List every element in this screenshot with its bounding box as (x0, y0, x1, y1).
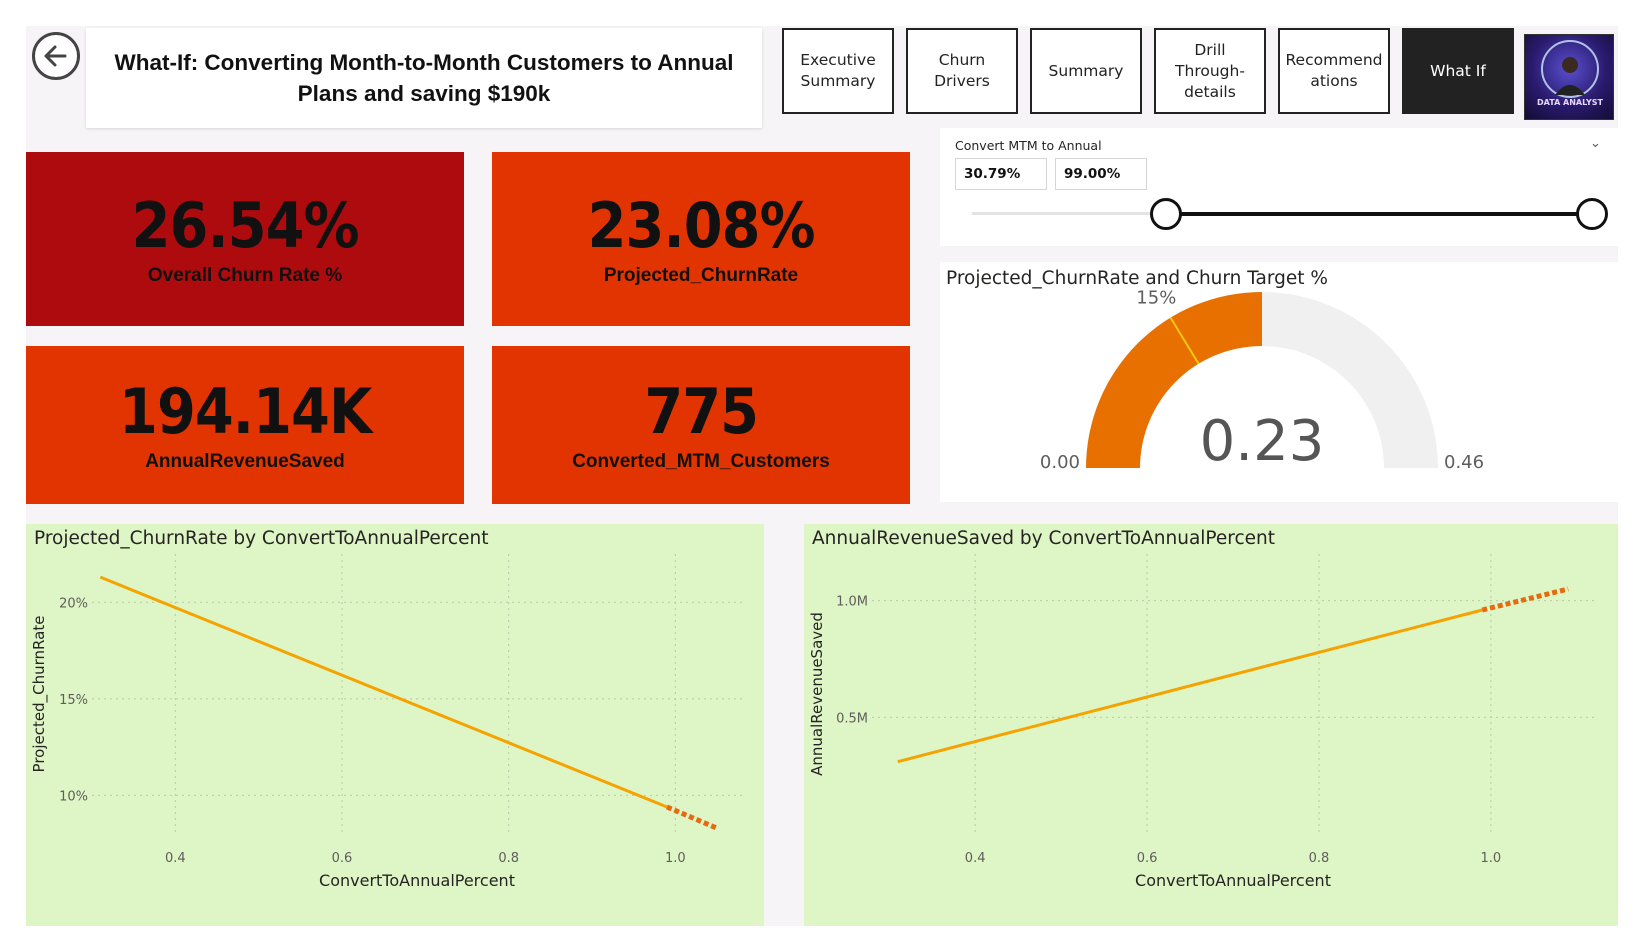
gauge-min-label: 0.00 (1040, 452, 1080, 473)
forecast-line (666, 804, 718, 831)
nav-recommendations-button[interactable]: Recommendations (1278, 28, 1390, 114)
line-chart-churn: 10% 15% 20% 0.4 0.6 0.8 1.0 ConvertToAnnualPerc… (30, 554, 742, 890)
nav-what-if-button[interactable]: What If (1402, 28, 1514, 114)
kpi-label: Converted_MTM_Customers (572, 451, 830, 472)
chart-title: AnnualRevenueSaved by ConvertToAnnualPer… (812, 528, 1276, 549)
chart-title: Projected_ChurnRate by ConvertToAnnualPe… (34, 528, 489, 549)
x-tick-label: 0.8 (1309, 851, 1330, 866)
line-chart-revenue: 0.5M 1.0M 0.4 0.6 0.8 1.0 ConvertToAnnualPerce… (808, 554, 1594, 890)
y-tick-label: 10% (59, 789, 88, 804)
x-tick-label: 0.6 (1137, 851, 1158, 866)
x-tick-label: 0.8 (498, 851, 519, 866)
nav-label: Executive Summary (800, 51, 876, 90)
gauge-target-marker (1169, 317, 1200, 365)
line-chart-revenue-card: AnnualRevenueSaved by ConvertToAnnualPer… (804, 524, 1618, 926)
y-tick-label: 0.5M (836, 711, 868, 726)
kpi-value: 775 (644, 375, 759, 448)
kpi-value: 23.08% (587, 189, 815, 262)
nav-label: What If (1430, 61, 1486, 80)
nav-summary-button[interactable]: Summary (1030, 28, 1142, 114)
kpi-card-overall-churn: 26.54% Overall Churn Rate % (26, 152, 464, 326)
page-title: What-If: Converting Month-to-Month Custo… (114, 50, 734, 106)
nav-label: Churn Drivers (934, 51, 990, 90)
kpi-card-converted-customers: 775 Converted_MTM_Customers (492, 346, 910, 504)
slicer-max-input[interactable]: 99.00% (1055, 158, 1147, 190)
gauge-max-label: 0.46 (1444, 452, 1484, 473)
nav-label: Recommendations (1285, 51, 1383, 90)
gauge-value-arc (1086, 292, 1262, 468)
gauge-card: Projected_ChurnRate and Churn Target % 1… (940, 262, 1618, 502)
nav-label: Drill Through-details (1175, 40, 1245, 101)
avatar-image: DATA ANALYST (1537, 40, 1604, 107)
profile-avatar: DATA ANALYST (1524, 34, 1614, 120)
nav-drill-through-button[interactable]: Drill Through-details (1154, 28, 1266, 114)
x-tick-label: 0.4 (965, 851, 986, 866)
slider-range-fill (1166, 212, 1590, 216)
y-tick-label: 15% (59, 693, 88, 708)
page-title-box: What-If: Converting Month-to-Month Custo… (86, 28, 762, 128)
series-line (897, 608, 1483, 764)
avatar-text: DATA ANALYST (1537, 98, 1604, 107)
kpi-label: AnnualRevenueSaved (145, 451, 345, 472)
series-line (99, 575, 668, 809)
y-axis-label: AnnualRevenueSaved (808, 612, 826, 776)
kpi-value: 194.14K (118, 375, 372, 448)
gauge-title: Projected_ChurnRate and Churn Target % (946, 268, 1328, 289)
x-axis-label: ConvertToAnnualPercent (319, 871, 515, 890)
nav-churn-drivers-button[interactable]: Churn Drivers (906, 28, 1018, 114)
back-button[interactable] (32, 32, 80, 80)
slider-handle-max[interactable] (1576, 198, 1608, 230)
slicer-title: Convert MTM to Annual (955, 138, 1102, 153)
nav-label: Summary (1048, 61, 1124, 80)
x-tick-label: 0.6 (332, 851, 353, 866)
y-tick-label: 20% (59, 596, 88, 611)
x-axis-label: ConvertToAnnualPercent (1135, 871, 1331, 890)
back-arrow-icon (44, 45, 67, 67)
kpi-label: Overall Churn Rate % (147, 265, 343, 286)
slicer-min-input[interactable]: 30.79% (955, 158, 1047, 190)
gauge-chart: 15% 0.23 0.00 0.46 (1040, 287, 1484, 474)
x-tick-label: 0.4 (165, 851, 186, 866)
chevron-down-icon[interactable]: ⌄ (1590, 136, 1601, 151)
kpi-card-annual-revenue-saved: 194.14K AnnualRevenueSaved (26, 346, 464, 504)
kpi-value: 26.54% (131, 189, 359, 262)
gauge-target-label: 15% (1136, 287, 1176, 308)
convert-mtm-slicer: Convert MTM to Annual ⌄ 30.79% 99.00% (940, 128, 1618, 246)
nav-executive-summary-button[interactable]: Executive Summary (782, 28, 894, 114)
forecast-line (1481, 586, 1569, 613)
slider-handle-min[interactable] (1150, 198, 1182, 230)
y-tick-label: 1.0M (836, 595, 868, 610)
y-axis-label: Projected_ChurnRate (30, 616, 49, 773)
line-chart-churn-card: Projected_ChurnRate by ConvertToAnnualPe… (26, 524, 764, 926)
kpi-label: Projected_ChurnRate (603, 265, 799, 286)
x-tick-label: 1.0 (1481, 851, 1502, 866)
kpi-card-projected-churn: 23.08% Projected_ChurnRate (492, 152, 910, 326)
x-tick-label: 1.0 (665, 851, 686, 866)
gauge-value-label: 0.23 (1200, 409, 1325, 474)
